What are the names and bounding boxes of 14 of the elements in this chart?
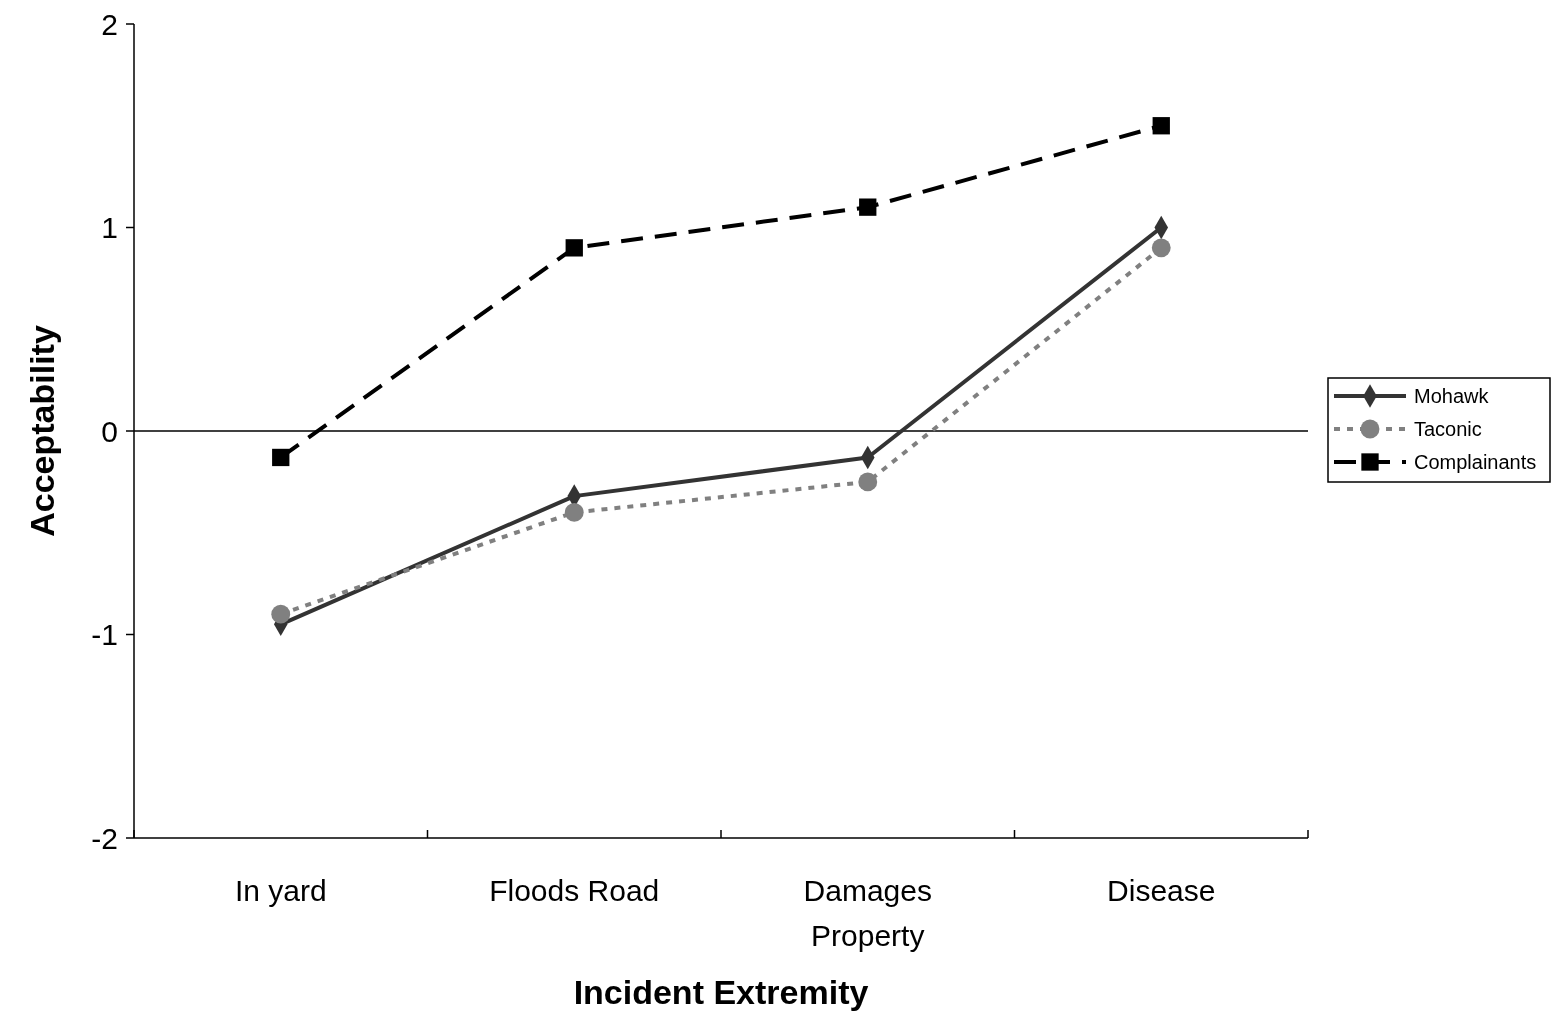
- legend-label: Mohawk: [1414, 385, 1490, 407]
- y-tick-label: -2: [91, 821, 118, 855]
- x-tick-label: In yard: [234, 874, 327, 907]
- x-tick-label: Disease: [1107, 874, 1216, 907]
- legend-label: Taconic: [1414, 418, 1482, 440]
- y-axis-title: Acceptability: [23, 325, 61, 537]
- y-tick-label: 0: [101, 414, 118, 448]
- y-tick-label: 1: [101, 211, 118, 244]
- legend-label: Complainants: [1414, 451, 1537, 473]
- y-tick-label: 2: [101, 7, 118, 41]
- x-tick-label: Floods Road: [489, 874, 660, 907]
- x-tick-label: Damages Property: [803, 874, 932, 952]
- x-axis-title: Incident Extremity: [573, 973, 869, 1011]
- y-tick-label: -1: [91, 618, 118, 651]
